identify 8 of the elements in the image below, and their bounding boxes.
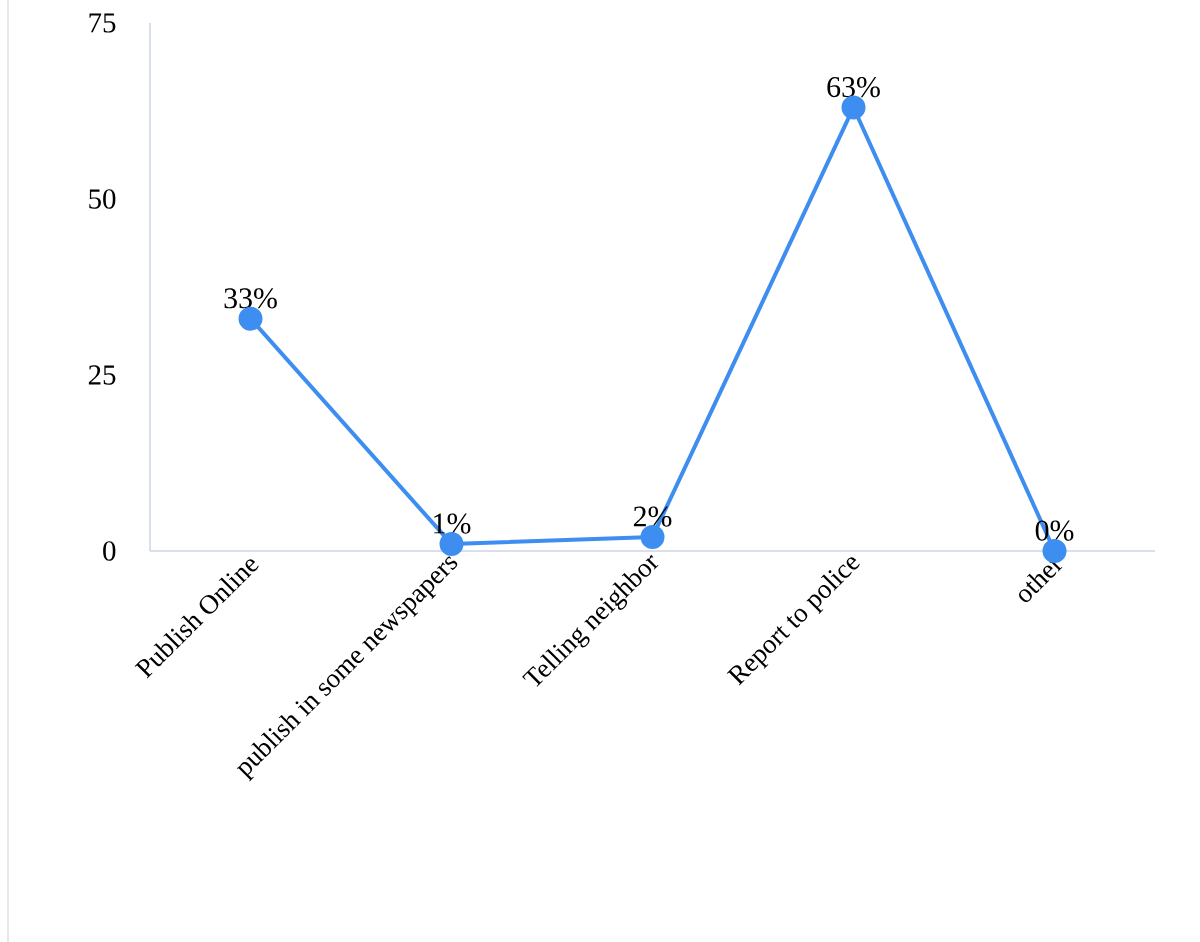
text: 63% (827, 77, 880, 98)
text: 33% (224, 288, 277, 309)
y-tick-label: 50 (89, 189, 116, 209)
x-tick-label: other (1019, 556, 1063, 603)
text: 1% (434, 513, 471, 534)
y-tick-label: 25 (88, 365, 116, 385)
y-tick-label: 75 (89, 13, 116, 33)
y-tick-label: 0 (103, 541, 116, 561)
